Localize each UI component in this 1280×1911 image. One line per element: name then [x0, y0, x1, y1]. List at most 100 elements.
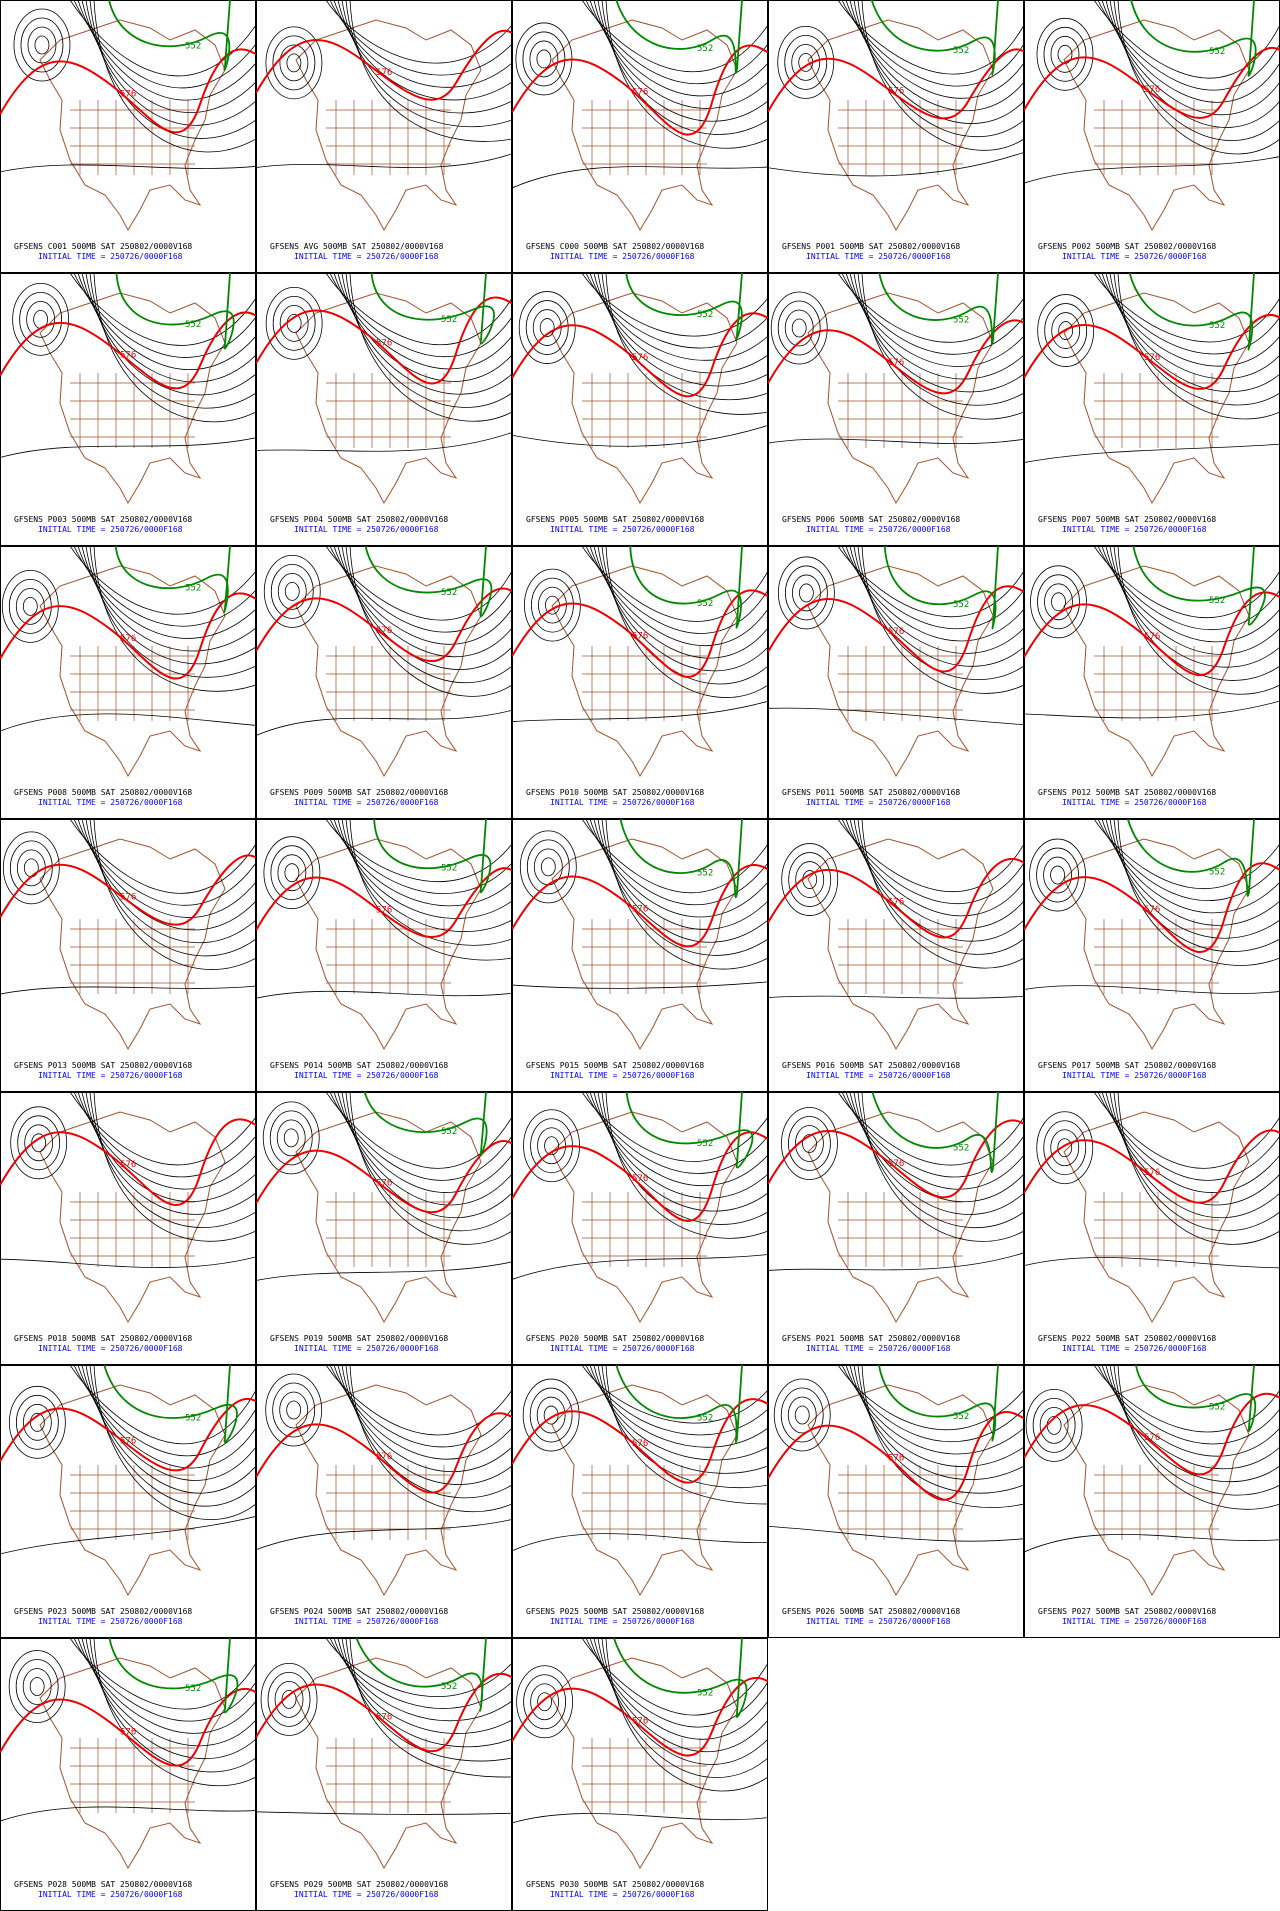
contour [89, 546, 256, 678]
contour-576 [768, 858, 1024, 939]
contour-label: 576 [376, 68, 392, 78]
contour [581, 273, 768, 337]
contour [333, 819, 512, 907]
panel-title: GFSENS P016 500MB SAT 250802/0000V168 [782, 1061, 960, 1070]
contour-576 [256, 1672, 512, 1753]
contour-label: 552 [1209, 1403, 1225, 1413]
initial-time: INITIAL TIME = 250726/0000F168 [550, 1071, 695, 1080]
contour-label: 552 [1209, 867, 1225, 877]
contour-552 [363, 1092, 488, 1157]
contour [605, 1638, 768, 1792]
contour [1113, 1092, 1280, 1232]
contour-label: 576 [120, 1727, 136, 1737]
contour [605, 273, 768, 415]
contour [81, 546, 256, 652]
contour [536, 49, 552, 69]
contour-label: 552 [697, 1688, 713, 1698]
coastline [39, 292, 226, 505]
panel-title: GFSENS C001 500MB SAT 250802/0000V168 [14, 242, 192, 251]
coastline [807, 1384, 994, 1597]
contour-label: 552 [697, 869, 713, 879]
initial-time: INITIAL TIME = 250726/0000F168 [806, 1617, 951, 1626]
contour [861, 1092, 1024, 1242]
panel-border [512, 273, 768, 546]
panel-border [768, 1365, 1024, 1638]
coastline [807, 838, 994, 1051]
map-panel: 576 552 GFSENS C000 500MB SAT 250802/0000V… [512, 0, 768, 273]
contour [605, 819, 768, 970]
contour [593, 273, 768, 374]
map-panel: 576 552 GFSENS P025 500MB SAT 250802/0000V… [512, 1365, 768, 1638]
panel-title: GFSENS P019 500MB SAT 250802/0000V168 [270, 1334, 448, 1343]
contour [1113, 273, 1280, 406]
panel-border [256, 1638, 512, 1911]
panel-border [512, 819, 768, 1092]
coastline [39, 838, 226, 1051]
coastline [1063, 565, 1250, 778]
contour [522, 1378, 580, 1452]
contour-576 [768, 585, 1024, 673]
contour [0, 713, 256, 732]
panel-title: GFSENS P028 500MB SAT 250802/0000V168 [14, 1880, 192, 1889]
contour [333, 0, 512, 88]
coastline [807, 1111, 994, 1324]
panel-border [1024, 273, 1280, 546]
contour [341, 1365, 512, 1485]
initial-time: INITIAL TIME = 250726/0000F168 [806, 1344, 951, 1353]
contour [1029, 838, 1086, 912]
contour [85, 1092, 256, 1215]
initial-time: INITIAL TIME = 250726/0000F168 [294, 525, 439, 534]
contour-label: 576 [376, 1452, 392, 1462]
contour [589, 273, 768, 361]
contour [1117, 1365, 1280, 1510]
contour [1105, 0, 1280, 116]
coastline [551, 838, 738, 1051]
contour [89, 0, 256, 139]
contour [93, 1365, 256, 1520]
contour-label: 576 [888, 87, 904, 97]
contour [788, 1116, 831, 1171]
contour [345, 1092, 512, 1232]
contour-552 [1128, 273, 1255, 351]
coastline [1063, 19, 1250, 232]
contour-576 [512, 864, 768, 948]
contour [768, 707, 1024, 726]
panel-title: GFSENS P022 500MB SAT 250802/0000V168 [1038, 1334, 1216, 1343]
initial-time: INITIAL TIME = 250726/0000F168 [1062, 252, 1207, 261]
contour [337, 819, 512, 919]
contour [1109, 273, 1280, 392]
contour [589, 1365, 768, 1448]
contour [861, 0, 1024, 151]
panel-border [1024, 0, 1280, 273]
contour [10, 1106, 68, 1180]
initial-time: INITIAL TIME = 250726/0000F168 [550, 798, 695, 807]
initial-time: INITIAL TIME = 250726/0000F168 [294, 1890, 439, 1899]
contour-label: 576 [376, 626, 392, 636]
contour [768, 1252, 1024, 1271]
contour [597, 546, 768, 672]
contour [256, 990, 512, 999]
contour [849, 273, 1024, 380]
contour [345, 0, 512, 128]
contour [277, 854, 307, 892]
contour [1036, 17, 1094, 91]
contour [601, 0, 768, 135]
panel-border [1024, 1365, 1280, 1638]
contour [605, 0, 768, 149]
contour [537, 1692, 553, 1712]
contour [1037, 294, 1095, 367]
contour-label: 552 [185, 320, 201, 330]
panel-title: GFSENS P006 500MB SAT 250802/0000V168 [782, 515, 960, 524]
map-panel: 576 552 GFSENS P014 500MB SAT 250802/0000V… [256, 819, 512, 1092]
contour-label: 552 [953, 315, 969, 325]
contour-576 [1024, 313, 1280, 390]
contour-552 [1130, 0, 1257, 77]
coastline [1063, 1384, 1250, 1597]
contour [81, 1638, 256, 1747]
initial-time: INITIAL TIME = 250726/0000F168 [294, 798, 439, 807]
contour-label: 552 [697, 310, 713, 320]
contour [8, 1385, 66, 1459]
contour [81, 0, 256, 113]
contour [1025, 1388, 1083, 1462]
panel-border [256, 1092, 512, 1365]
